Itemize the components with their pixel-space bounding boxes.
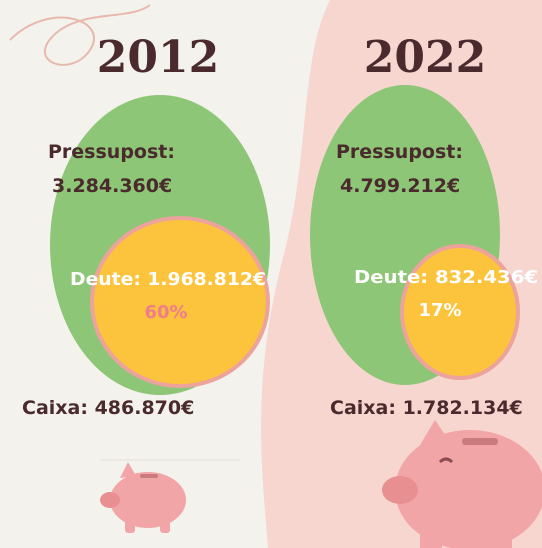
debt-value: Deute: 1.968.812€	[70, 269, 266, 290]
cash-value: Caixa: 1.782.134€	[330, 397, 523, 419]
infographic: 2012 Pressupost: 3.284.360€ Deute: 1.968…	[0, 0, 542, 548]
budget-label: Pressupost:	[48, 141, 175, 163]
year: 2022	[364, 32, 486, 83]
budget-value: 4.799.212€	[340, 175, 460, 197]
budget-value: 3.284.360€	[52, 175, 172, 197]
debt-share: 17%	[418, 300, 461, 321]
debt-value: Deute: 832.436€	[354, 267, 538, 288]
year: 2012	[97, 32, 219, 83]
debt-share: 60%	[144, 302, 187, 323]
budget-label: Pressupost:	[336, 141, 463, 163]
cash-value: Caixa: 486.870€	[22, 397, 194, 419]
